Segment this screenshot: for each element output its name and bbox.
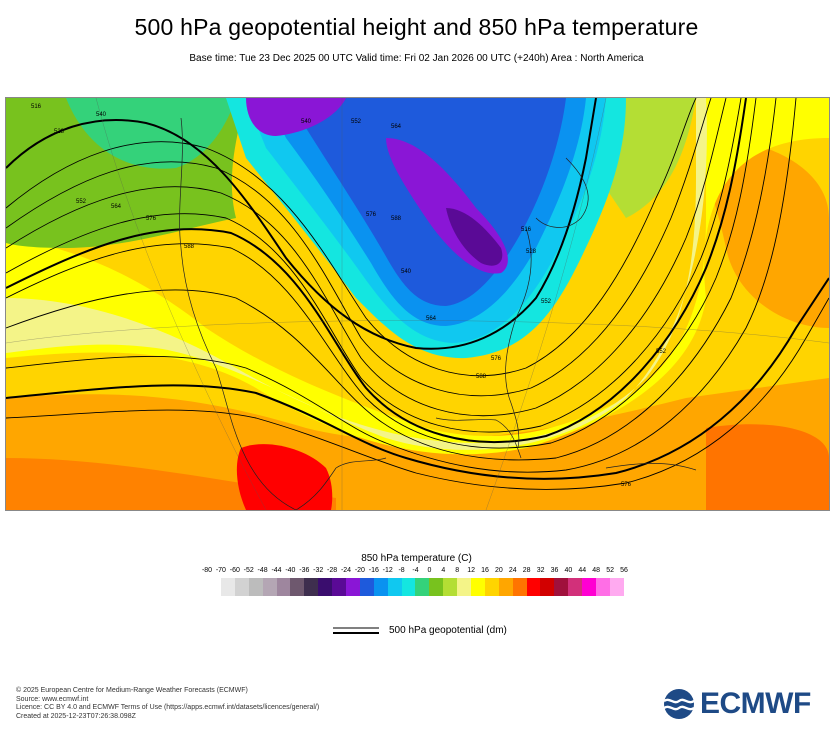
contour-label: 552 [541, 299, 552, 305]
footer: © 2025 European Centre for Medium-Range … [16, 687, 319, 721]
contour-label: 588 [391, 216, 402, 222]
contour-label: 540 [401, 269, 412, 275]
contour-label: 552 [351, 119, 362, 125]
contour-label: 576 [146, 216, 157, 222]
contour-label: 540 [96, 112, 107, 118]
contour-label: 576 [366, 212, 377, 218]
colorbar-swatch [582, 578, 597, 596]
contour-label: 564 [391, 124, 402, 130]
contour-label: 528 [526, 249, 537, 255]
colorbar-swatch [540, 578, 555, 596]
contour-label: 588 [184, 244, 195, 250]
colorbar-tick-label: -44 [271, 567, 282, 574]
colorbar-tick-label: -16 [368, 567, 379, 574]
colorbar-swatch [568, 578, 583, 596]
colorbar-tick-label: -32 [313, 567, 324, 574]
colorbar-tick-label: 20 [494, 567, 503, 574]
colorbar-swatch [498, 578, 513, 596]
colorbar-swatch [415, 578, 430, 596]
map-panel[interactable]: 516 528 540 552 564 576 588 540 552 564 … [5, 97, 830, 511]
colorbar-swatch [290, 578, 305, 596]
contour-label: 564 [426, 316, 437, 322]
colorbar-tick-label: 24 [508, 567, 517, 574]
colorbar-tick-label: -80 [201, 567, 213, 574]
colorbar-tick-label: -52 [243, 567, 254, 574]
ecmwf-logo-text: ECMWF [700, 687, 811, 720]
colorbar-tick-label: -20 [354, 567, 365, 574]
colorbar-tick-label: 44 [578, 567, 587, 574]
contour-label: 552 [656, 349, 667, 355]
colorbar-swatch [304, 578, 319, 596]
colorbar-swatch [609, 578, 624, 596]
ecmwf-logo: ECMWF [662, 687, 822, 720]
temperature-map: 516 528 540 552 564 576 588 540 552 564 … [6, 98, 829, 510]
contour-label: 552 [76, 199, 87, 205]
colorbar-tick-label: 40 [564, 567, 573, 574]
colorbar-swatch [471, 578, 485, 596]
source-text: Source: www.ecmwf.int [16, 695, 89, 703]
contour-label: 576 [621, 482, 632, 488]
colorbar-tick-labels: -80 -70 -60 -52 -48 -44 -40 -36 -32 -28 -24 -20 -16-… [197, 567, 637, 577]
ecmwf-globe-icon [663, 689, 695, 719]
contour-line-sample [333, 627, 379, 634]
colorbar-swatch [512, 578, 527, 596]
contour-label: 528 [54, 129, 65, 135]
contour-legend-label: 500 hPa geopotential (dm) [389, 625, 507, 636]
colorbar-swatch [443, 578, 458, 596]
colorbar-swatch [359, 578, 374, 596]
colorbar-tick-label: -36 [299, 567, 310, 574]
colorbar-tick-label: -70 [215, 567, 226, 574]
colorbar-swatch [248, 578, 263, 596]
colorbar-tick-label: 48 [592, 567, 601, 574]
colorbar-swatch [554, 578, 569, 596]
contour-label: 576 [491, 356, 502, 362]
colorbar-swatch [526, 578, 541, 596]
colorbar-tick-label: 16 [481, 567, 489, 574]
colorbar [221, 578, 624, 596]
colorbar-tick-label: 52 [606, 567, 614, 574]
colorbar-swatch [318, 578, 333, 596]
colorbar-tick-label: -4 [412, 567, 419, 574]
colorbar-tick-label: -28 [327, 567, 338, 574]
colorbar-tick-label: 56 [620, 567, 628, 574]
colorbar-swatch [346, 578, 360, 596]
contour-label: 516 [31, 104, 42, 110]
colorbar-tick-label: 4 [441, 567, 446, 574]
colorbar-tick-label: 36 [550, 567, 559, 574]
copyright-text: © 2025 European Centre for Medium-Range … [16, 687, 248, 694]
contour-label: 540 [301, 119, 312, 125]
chart-title: 500 hPa geopotential height and 850 hPa … [134, 14, 699, 40]
created-text: Created at 2025-12-23T07:26:38.098Z [16, 712, 136, 720]
colorbar-tick-label: -48 [257, 567, 268, 574]
contour-label: 516 [521, 227, 532, 233]
colorbar-tick-label: 32 [536, 567, 545, 574]
colorbar-swatch [276, 578, 291, 596]
colorbar-swatch [457, 578, 472, 596]
contour-label: 564 [111, 204, 122, 210]
colorbar-swatch [221, 578, 235, 596]
colorbar-tick-label: 28 [522, 567, 531, 574]
colorbar-swatch [332, 578, 347, 596]
chart-subtitle: Base time: Tue 23 Dec 2025 00 UTC Valid … [189, 53, 644, 64]
licence-text: Licence: CC BY 4.0 and ECMWF Terms of Us… [16, 704, 320, 712]
colorbar-tick-label: -12 [382, 567, 393, 574]
colorbar-tick-label: 12 [467, 567, 475, 574]
colorbar-tick-label: -60 [229, 567, 240, 574]
colorbar-tick-label: 0 [427, 567, 432, 574]
colorbar-swatch [234, 578, 249, 596]
colorbar-tick-label: -24 [340, 567, 352, 574]
contour-label: 588 [476, 374, 487, 380]
colorbar-swatch [429, 578, 444, 596]
colorbar-tick-label: 8 [455, 567, 460, 574]
colorbar-tick-label: -40 [285, 567, 296, 574]
colorbar-swatch [596, 578, 610, 596]
colorbar-tick-label: -8 [398, 567, 405, 574]
colorbar-swatch [373, 578, 388, 596]
colorbar-swatch [387, 578, 402, 596]
colorbar-title: 850 hPa temperature (C) [361, 553, 472, 564]
colorbar-swatch [401, 578, 416, 596]
colorbar-swatch [484, 578, 499, 596]
colorbar-swatch [262, 578, 277, 596]
